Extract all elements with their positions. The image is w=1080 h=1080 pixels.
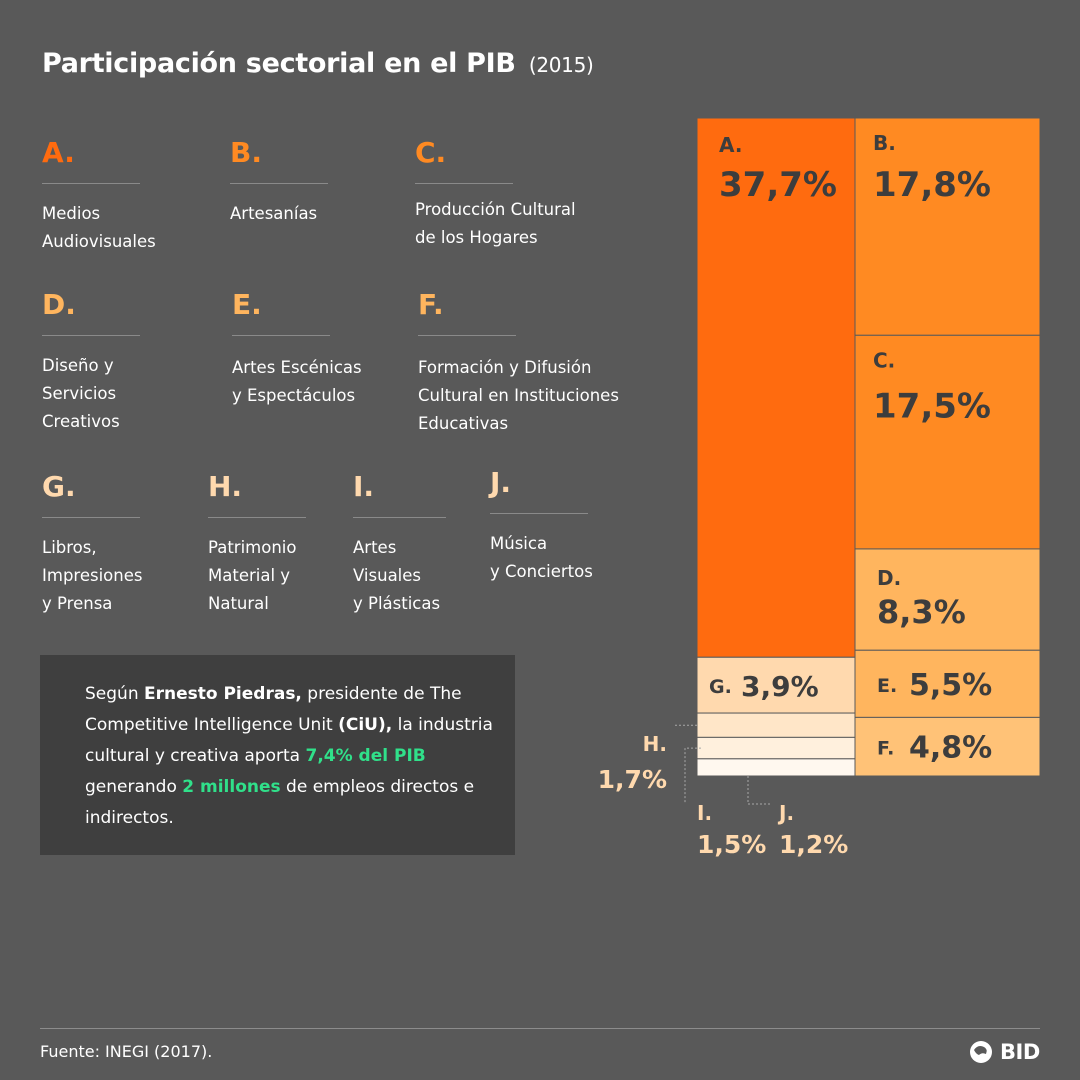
treemap-value-f: 4,8% [909, 731, 992, 766]
treemap-cell-a [696, 117, 856, 658]
legend-name: Medios Audiovisuales [42, 204, 156, 251]
title-year: (2015) [528, 53, 594, 77]
bid-logo-icon [970, 1041, 992, 1063]
legend-letter: F. [418, 288, 444, 321]
treemap-value-g: 3,9% [741, 670, 819, 703]
legend-item-h: H. Patrimonio Material y Natural [208, 470, 306, 618]
legend-divider [490, 513, 588, 514]
treemap-letter-i: I. [697, 801, 712, 825]
treemap-cell-e [854, 649, 1041, 718]
treemap-value-a: 37,7% [719, 165, 837, 205]
legend-name: Artes Visuales y Plásticas [353, 538, 441, 613]
quote-part: Según [85, 684, 144, 704]
treemap-letter-b: B. [873, 131, 896, 155]
treemap-letter-h: H. [643, 732, 667, 756]
treemap-value-c: 17,5% [873, 386, 991, 426]
legend-name: Libros, Impresiones y Prensa [42, 538, 143, 613]
quote-highlight-employment: 2 millones [182, 777, 281, 797]
legend-letter: B. [230, 136, 262, 169]
legend-name: Formación y Difusión Cultural en Institu… [418, 358, 619, 433]
leader-line-i [684, 747, 701, 804]
treemap-cell-i [696, 736, 856, 760]
legend-divider [353, 517, 446, 518]
source-note: Fuente: INEGI (2017). [40, 1042, 213, 1061]
legend-letter: J. [490, 466, 512, 499]
treemap-value-e: 5,5% [909, 668, 992, 703]
treemap-letter-d: D. [877, 566, 901, 590]
treemap-cell-j [696, 758, 856, 777]
legend-name: Diseño y Servicios Creativos [42, 356, 120, 431]
legend-divider [230, 183, 328, 184]
treemap-letter-a: A. [719, 133, 742, 157]
chart-title: Participación sectorial en el PIB (2015) [42, 48, 594, 79]
title-main: Participación sectorial en el PIB [42, 48, 516, 79]
legend-divider [208, 517, 306, 518]
footer-divider [40, 1028, 1040, 1029]
treemap-value-j: 1,2% [779, 830, 848, 859]
legend-item-c: C. Producción Cultural de los Hogares [415, 136, 576, 252]
legend-letter: E. [232, 288, 262, 321]
legend-item-a: A. Medios Audiovisuales [42, 136, 156, 256]
treemap-value-i: 1,5% [697, 830, 766, 859]
quote-part: la industria cultural y creativa aporta [85, 715, 493, 766]
treemap-cell-d [854, 548, 1041, 651]
legend-name: Música y Conciertos [490, 534, 593, 581]
quote-person: Ernesto Piedras, [144, 684, 302, 704]
legend-item-d: D. Diseño y Servicios Creativos [42, 288, 140, 436]
legend-item-i: I. Artes Visuales y Plásticas [353, 470, 446, 618]
quote-part: presidente de The Competitive Intelligen… [85, 684, 462, 735]
quote-highlight-pib: 7,4% del PIB [305, 746, 426, 766]
treemap-letter-j: J. [777, 801, 794, 825]
treemap-value-b: 17,8% [873, 165, 991, 205]
treemap-letter-c: C. [873, 348, 895, 372]
quote-org: (CiU), [338, 715, 393, 735]
legend-name: Artes Escénicas y Espectáculos [232, 358, 362, 405]
treemap-letter-g: G. [709, 676, 732, 698]
legend-name: Patrimonio Material y Natural [208, 538, 297, 613]
legend-item-f: F. Formación y Difusión Cultural en Inst… [418, 288, 619, 438]
treemap-value-d: 8,3% [877, 593, 966, 631]
legend-divider [42, 335, 140, 336]
legend-letter: G. [42, 470, 76, 503]
treemap-value-h: 1,7% [598, 765, 667, 794]
legend-letter: I. [353, 470, 375, 503]
quote-text: Según Ernesto Piedras, presidente de The… [85, 679, 505, 834]
legend-divider [418, 335, 516, 336]
bid-logo-text: BID [1000, 1040, 1040, 1064]
legend-letter: D. [42, 288, 76, 321]
legend-item-e: E. Artes Escénicas y Espectáculos [232, 288, 362, 410]
legend-divider [42, 517, 140, 518]
legend-divider [415, 183, 513, 184]
legend-divider [232, 335, 330, 336]
treemap-cell-f [854, 716, 1041, 777]
treemap-letter-e: E. [877, 675, 897, 697]
legend-letter: C. [415, 136, 447, 169]
legend-letter: A. [42, 136, 75, 169]
quote-part: generando [85, 777, 183, 797]
treemap-cell-h [696, 712, 856, 738]
legend-item-j: J. Música y Conciertos [490, 466, 593, 586]
treemap-letter-f: F. [877, 738, 894, 760]
legend-item-g: G. Libros, Impresiones y Prensa [42, 470, 142, 618]
legend-name: Artesanías [230, 204, 318, 223]
treemap-cell-b [854, 117, 1041, 336]
leader-line-j [747, 776, 772, 805]
quote-part: de empleos directos e indirectos. [85, 777, 475, 828]
legend-letter: H. [208, 470, 243, 503]
legend-name: Producción Cultural de los Hogares [415, 200, 576, 247]
quote-box: Según Ernesto Piedras, presidente de The… [40, 655, 515, 855]
treemap-cell-g [696, 656, 856, 714]
treemap-cell-c [854, 334, 1041, 550]
legend-divider [42, 183, 140, 184]
legend-item-b: B. Artesanías [230, 136, 328, 228]
